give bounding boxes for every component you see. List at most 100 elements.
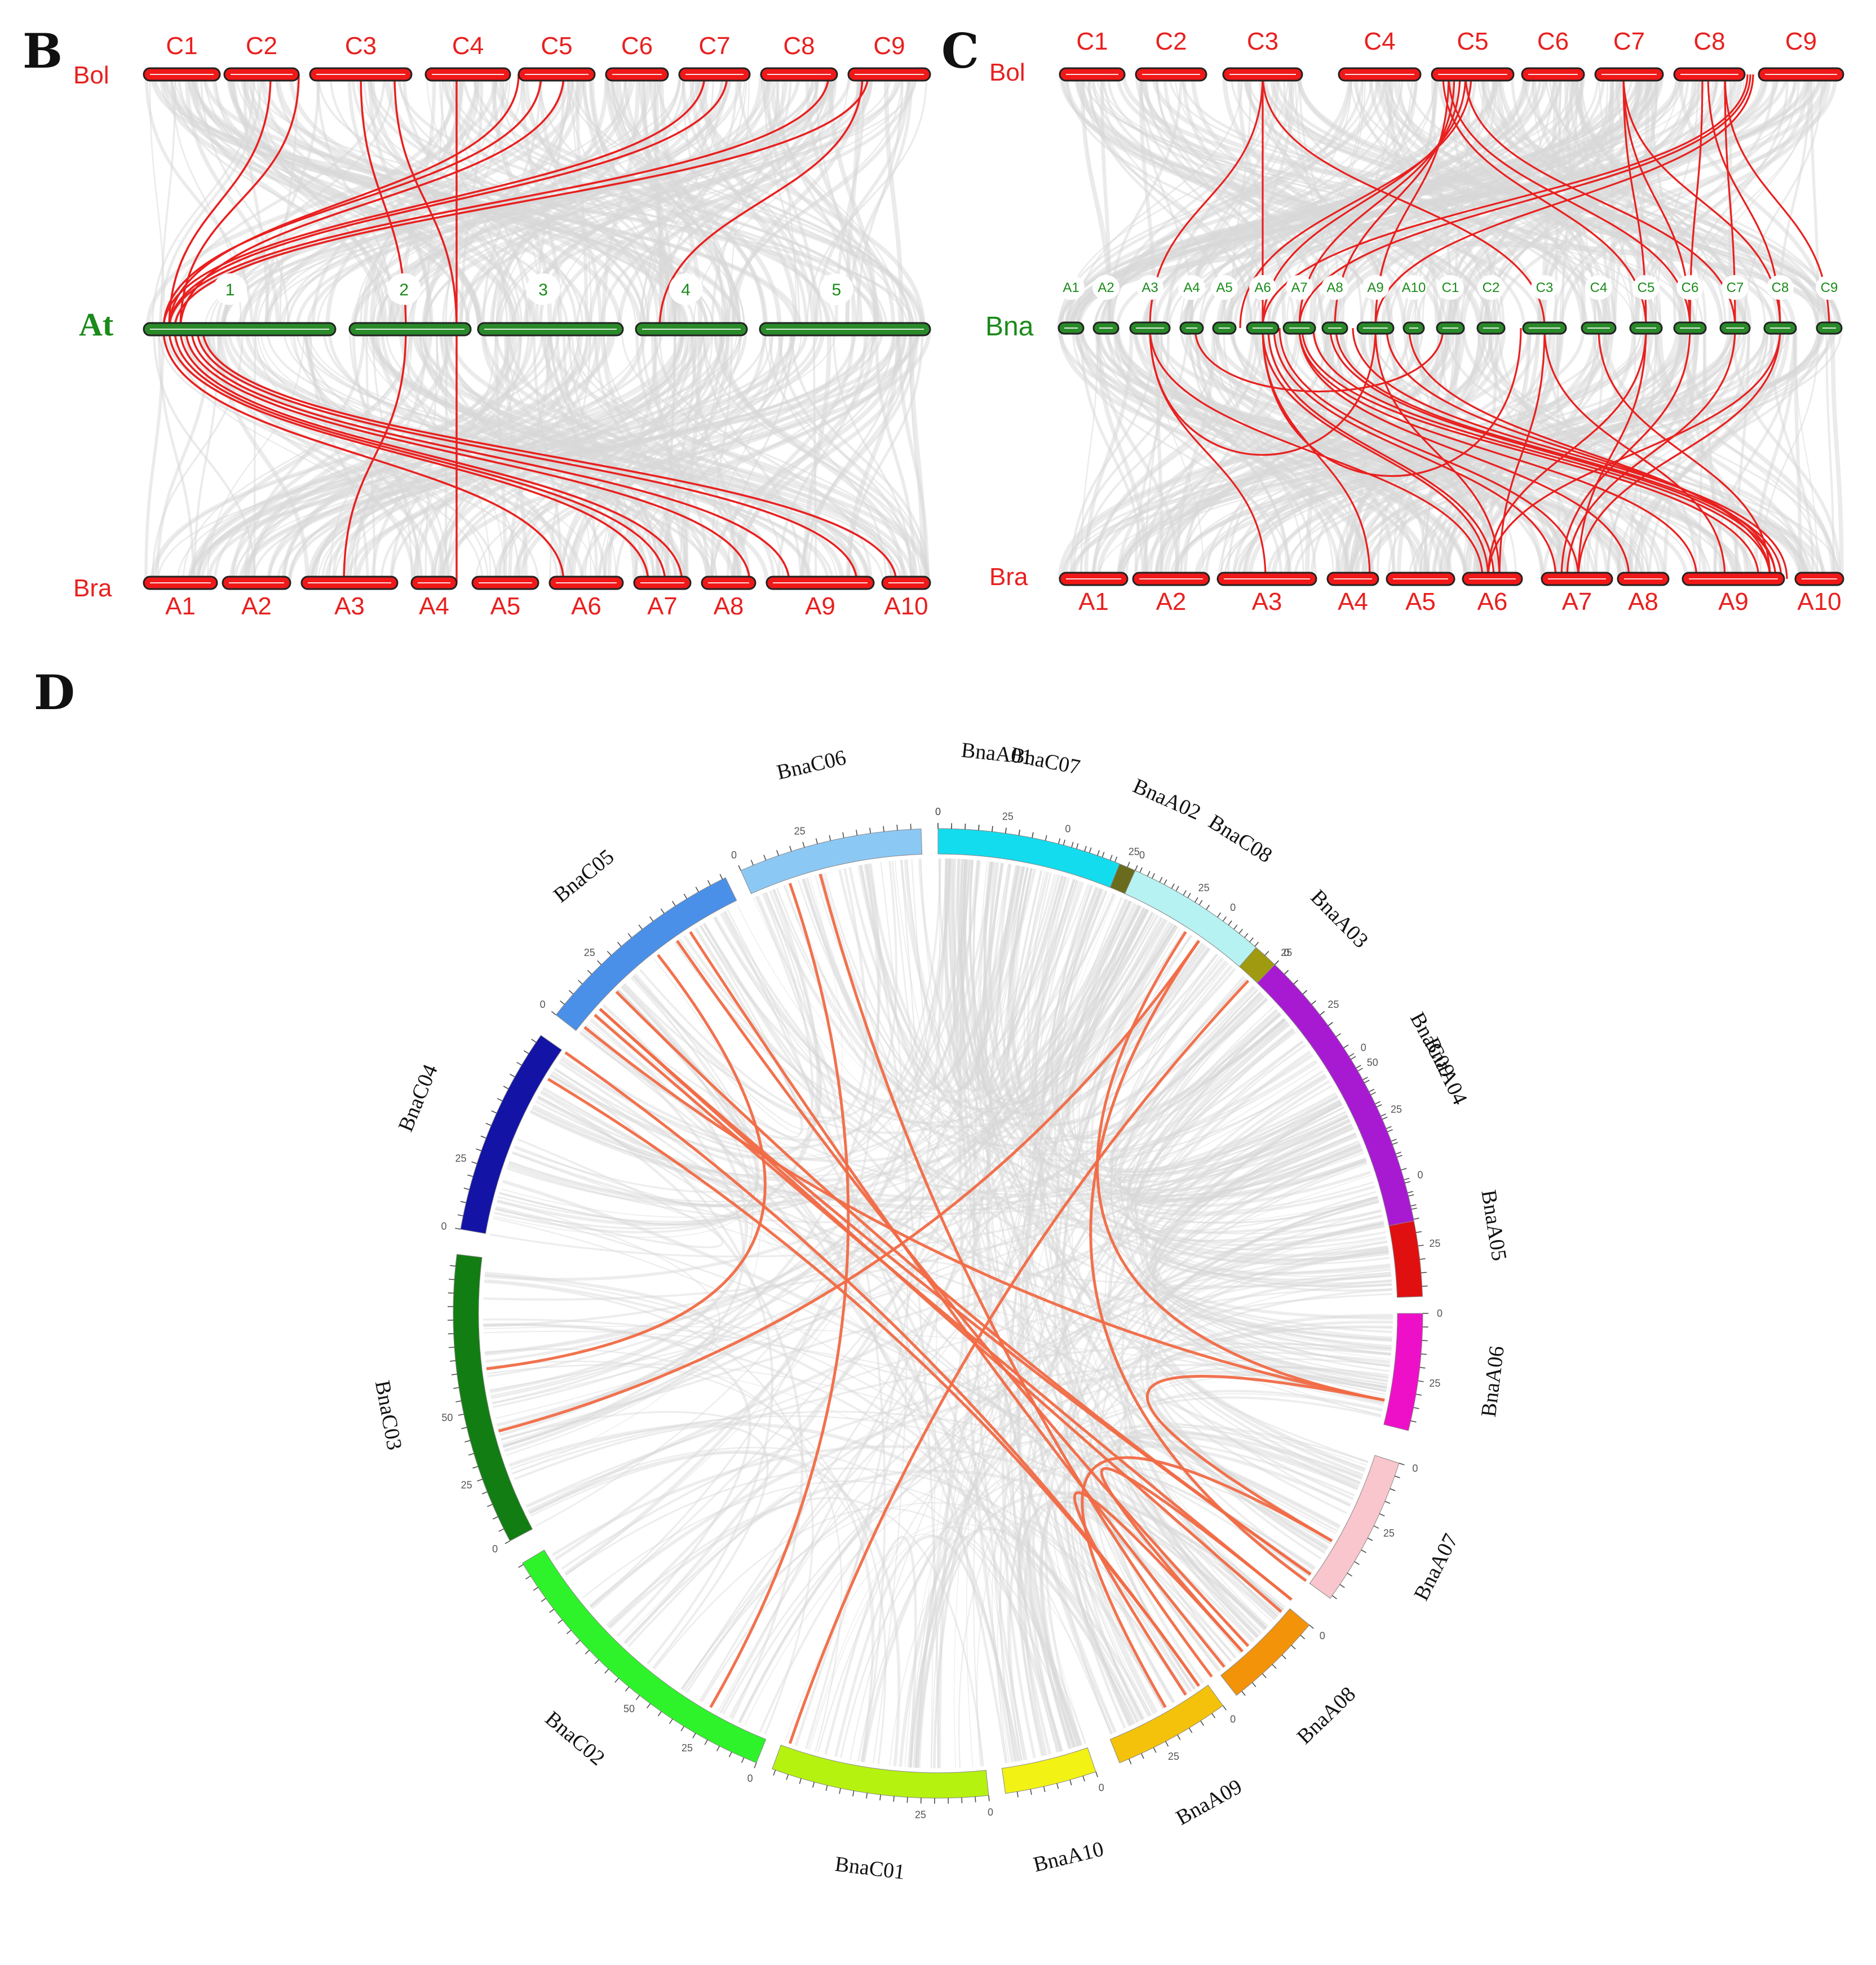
- panel-d-tick: [1382, 1117, 1388, 1120]
- panel-d-gray-link: [1134, 1028, 1383, 1242]
- panel-c-gray-link: [1076, 74, 1244, 329]
- panel-d-gray-link: [911, 859, 968, 1087]
- panel-d-gray-link: [807, 1534, 1021, 1761]
- panel-d-chrom-label: BnaA08: [1293, 1682, 1360, 1749]
- panel-d-gray-link: [1108, 992, 1303, 1167]
- panel-d-gray-link: [588, 1022, 1342, 1192]
- panel-b-gray-link: [315, 329, 581, 583]
- panel-d-tick-label: 0: [1412, 1463, 1418, 1474]
- panel-d-gray-link: [755, 896, 886, 1763]
- panel-d-gray-link: [1012, 868, 1341, 1171]
- panel-c-bna-label: Bna: [985, 312, 1034, 342]
- panel-d-tick: [1206, 904, 1210, 910]
- panel-d-gray-link: [483, 1330, 1337, 1534]
- panel-d-tick: [683, 893, 688, 899]
- panel-d-tick: [1356, 1065, 1361, 1069]
- panel-c-red-link: [1560, 328, 1691, 579]
- panel-d-gray-link: [824, 1535, 917, 1768]
- panel-d-tick: [975, 1796, 976, 1803]
- panel-b-gray-link: [766, 74, 818, 330]
- panel-c-gray-link: [1367, 328, 1822, 579]
- panel-d-tick: [566, 1630, 572, 1635]
- panel-d-tick: [485, 1123, 492, 1126]
- panel-d-tick: [451, 1374, 457, 1375]
- panel-d-tick: [1367, 1537, 1373, 1541]
- panel-c-bol-chrom-label: C3: [1247, 28, 1278, 55]
- panel-d-tick: [1194, 897, 1198, 903]
- panel-d-tick: [458, 1414, 464, 1416]
- panel-d-gray-link: [1110, 956, 1388, 1386]
- panel-d-gray-link: [487, 902, 1136, 1378]
- panel-d-red-link: [547, 1078, 1200, 1687]
- panel-d-tick: [1351, 1056, 1356, 1060]
- panel-d-tick-label: 0: [1361, 1042, 1366, 1053]
- panel-d-tick: [1396, 1154, 1402, 1158]
- panel-d-gray-link: [554, 890, 822, 1159]
- panel-d-tick: [1421, 1272, 1427, 1273]
- panel-d-tick: [1163, 879, 1167, 885]
- panel-d-gray-link: [1162, 1240, 1392, 1290]
- panel-d-gray-link: [529, 1054, 1313, 1202]
- panel-d-chrom-BnaC06: [740, 829, 923, 895]
- panel-c-bna-chrom-label: A6: [1254, 280, 1271, 295]
- panel-d-tick-label: 50: [623, 1703, 635, 1714]
- panel-d-chrom-label: BnaC05: [549, 845, 618, 908]
- panel-c-gray-link: [1283, 328, 1661, 579]
- panel-d-gray-link: [497, 1200, 720, 1456]
- panel-d-tick: [1058, 838, 1061, 844]
- panel-d-tick: [614, 1678, 620, 1683]
- panel-d-gray-link: [1140, 1085, 1360, 1216]
- panel-d-gray-link: [1129, 1374, 1387, 1622]
- panel-d-gray-link: [968, 860, 1358, 1490]
- panel-d-gray-link: [744, 1426, 1366, 1726]
- panel-c-red-link: [1374, 328, 1501, 579]
- panel-c-bra-chrom-label: A9: [1718, 588, 1749, 616]
- panel-d-tick: [541, 1597, 546, 1602]
- panel-b-gray-link: [771, 74, 881, 330]
- panel-d-tick: [468, 1453, 474, 1456]
- panel-d-gray-link: [512, 1410, 1316, 1569]
- panel-d-tick: [1262, 1673, 1267, 1679]
- panel-b-gray-link: [355, 329, 825, 583]
- panel-c-gray-link: [1072, 328, 1293, 579]
- panel-b-bol-chrom-label: C1: [166, 32, 197, 60]
- panel-d-gray-link: [1114, 963, 1390, 1264]
- panel-c-gray-link: [1830, 328, 1844, 579]
- panel-b-gray-link: [638, 74, 727, 330]
- panel-b-at-chrom-label: 3: [538, 281, 548, 299]
- panel-d-gray-link: [1077, 1325, 1393, 1721]
- panel-d-tick: [1410, 1420, 1417, 1423]
- panel-d-gray-link: [1027, 872, 1374, 1213]
- panel-d-tick: [1032, 832, 1034, 838]
- panel-d-tick: [1159, 877, 1163, 883]
- panel-c-bna-bubble: [1585, 275, 1612, 300]
- panel-d-gray-link: [632, 927, 804, 1134]
- panel-d-gray-link: [1131, 1010, 1392, 1281]
- panel-d-gray-link: [979, 861, 1146, 1101]
- panel-d-chrom-BnaA10: [1001, 1747, 1096, 1794]
- panel-c-gray-link: [1381, 74, 1570, 329]
- panel-d-gray-link: [621, 1215, 1383, 1641]
- panel-d-tick: [1147, 871, 1151, 877]
- panel-d-tick: [1386, 1126, 1392, 1129]
- panel-d-gray-link: [490, 911, 1154, 1399]
- panel-d-gray-link: [1163, 1238, 1391, 1356]
- panel-d-gray-link: [713, 880, 1077, 1107]
- panel-b-bra-chrom-label: A2: [241, 592, 272, 620]
- panel-d-tick: [516, 1061, 522, 1066]
- panel-d-gray-link: [1009, 897, 1123, 1753]
- panel-d-gray-link: [753, 897, 1306, 1151]
- panel-d-tick: [460, 1201, 466, 1203]
- panel-d-gray-link: [934, 1006, 1275, 1768]
- panel-d-gray-link: [551, 1445, 1284, 1611]
- panel-d-tick: [1097, 850, 1100, 856]
- panel-d-tick: [1165, 1741, 1169, 1747]
- panel-d-gray-link: [1121, 1102, 1342, 1617]
- panel-d-tick: [1392, 1142, 1398, 1145]
- panel-c-bra-chrom-label: A5: [1405, 588, 1436, 616]
- panel-d-tick: [1076, 843, 1079, 849]
- panel-d-gray-link: [1079, 1433, 1359, 1715]
- panel-d-gray-link: [1101, 948, 1356, 1194]
- panel-d-chrom-label: BnaA06: [1477, 1344, 1509, 1418]
- panel-d-tick: [1348, 1053, 1355, 1057]
